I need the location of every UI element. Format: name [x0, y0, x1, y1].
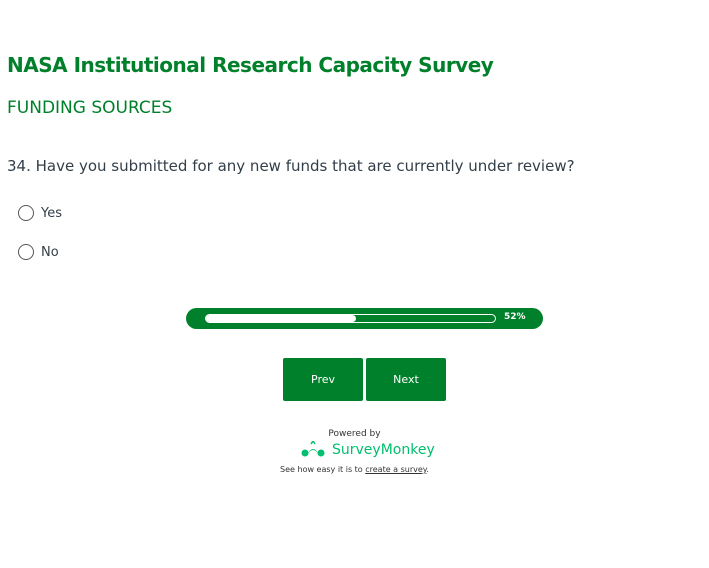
option-yes[interactable]: Yes — [18, 205, 62, 221]
survey-title: NASA Institutional Research Capacity Sur… — [7, 53, 494, 77]
option-label: Yes — [41, 205, 62, 221]
brand-name: SurveyMonkey — [332, 442, 435, 458]
prev-button[interactable]: Prev — [283, 358, 363, 401]
surveymonkey-logo[interactable]: SurveyMonkey — [301, 441, 435, 459]
progress-track — [205, 314, 496, 323]
progress-fill — [206, 315, 357, 322]
progress-label: 52% — [504, 312, 526, 322]
radio-button[interactable] — [18, 205, 34, 221]
tagline-suffix: . — [426, 465, 429, 474]
next-button[interactable]: Next — [366, 358, 446, 401]
tagline-text: See how easy it is to — [280, 465, 366, 474]
surveymonkey-icon — [301, 441, 325, 457]
radio-button[interactable] — [18, 244, 34, 260]
create-survey-link[interactable]: create a survey — [365, 465, 427, 474]
page-title: FUNDING SOURCES — [7, 98, 173, 118]
question-text: 34. Have you submitted for any new funds… — [7, 157, 575, 175]
option-no[interactable]: No — [18, 244, 59, 260]
powered-by: Powered by — [328, 429, 381, 439]
option-label: No — [41, 244, 59, 260]
footer-tagline: See how easy it is to create a survey. — [0, 465, 709, 474]
progress-bar: 52% — [186, 308, 543, 329]
